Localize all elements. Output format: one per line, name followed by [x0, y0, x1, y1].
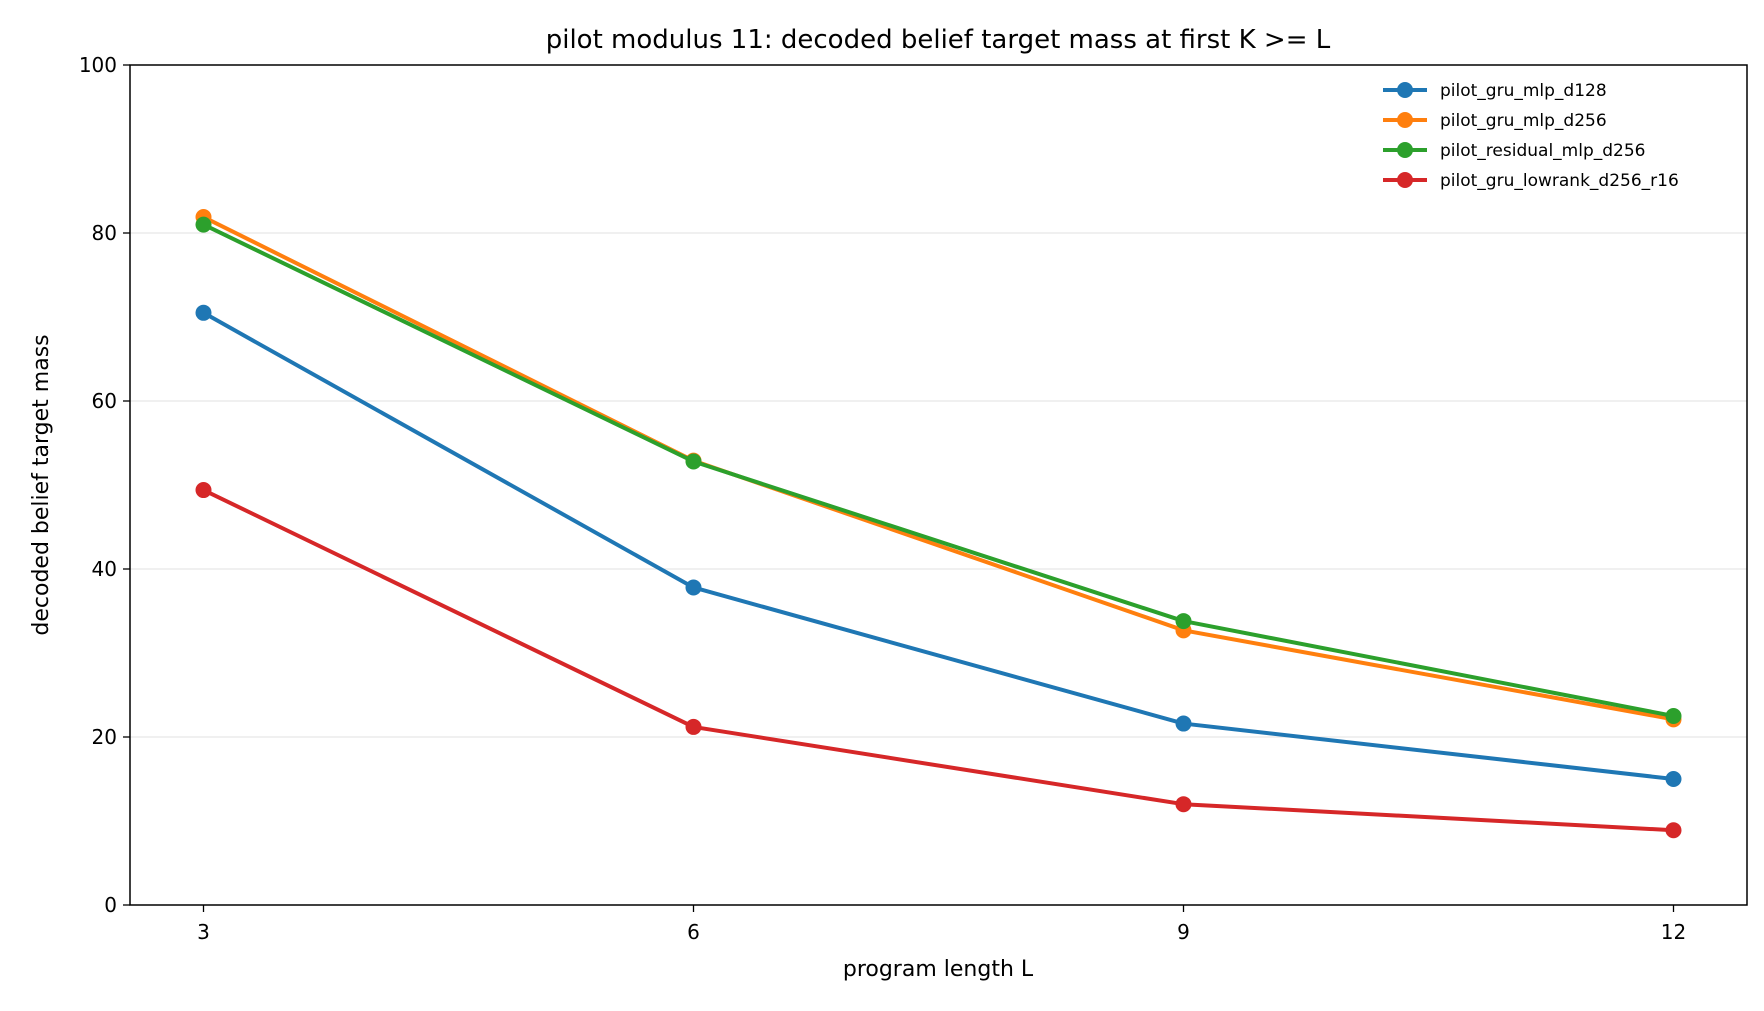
- series-line: [201, 215, 1676, 722]
- data-point: [1665, 771, 1682, 787]
- legend-marker: [1397, 112, 1413, 128]
- legend-entry: pilot_gru_mlp_d128: [1383, 81, 1607, 101]
- data-point: [1175, 715, 1192, 732]
- legend-marker: [1397, 82, 1413, 98]
- x-axis-label: program length L: [843, 957, 1034, 982]
- legend-marker: [1397, 172, 1413, 188]
- y-tick-label: 20: [92, 725, 117, 749]
- x-tick-label: 12: [1661, 920, 1686, 944]
- y-tick-label: 80: [92, 221, 117, 245]
- data-point: [685, 579, 702, 596]
- y-tick-label: 60: [92, 389, 117, 413]
- data-point: [195, 482, 212, 499]
- x-tick-label: 3: [197, 920, 210, 944]
- y-tick-label: 0: [104, 893, 117, 917]
- series-pilot_gru_mlp_d128: [195, 304, 1682, 787]
- x-tick-label: 6: [687, 920, 700, 944]
- data-point: [1175, 613, 1192, 630]
- legend-marker: [1397, 142, 1413, 158]
- series-pilot_gru_lowrank_d256_r16: [195, 482, 1682, 839]
- data-point: [1665, 708, 1682, 724]
- y-tick-label: 40: [92, 557, 117, 581]
- data-point: [195, 216, 212, 233]
- series-pilot_gru_mlp_d256: [195, 209, 1682, 728]
- data-point: [1175, 796, 1192, 813]
- data-point: [195, 304, 212, 321]
- legend-label: pilot_gru_lowrank_d256_r16: [1440, 171, 1679, 191]
- legend: pilot_gru_mlp_d128 pilot_gru_mlp_d256pilo…: [1383, 81, 1679, 191]
- series-line: [201, 310, 1676, 781]
- axes: 0 20 40 60 80 100 3 6 9 12: [79, 53, 1686, 944]
- legend-entry: pilot_gru_mlp_d256: [1383, 111, 1607, 131]
- data-point: [685, 453, 702, 470]
- y-axis-label: decoded belief target mass: [29, 334, 54, 635]
- series-line: [201, 488, 1676, 833]
- x-tick-label: 9: [1177, 920, 1190, 944]
- y-tick-label: 100: [79, 53, 117, 77]
- legend-label: pilot_residual_mlp_d256: [1440, 141, 1645, 161]
- legend-entry: pilot_gru_lowrank_d256_r16: [1383, 171, 1679, 191]
- grid-lines: [130, 232, 1747, 738]
- legend-label: pilot_gru_mlp_d256: [1440, 111, 1607, 131]
- data-point: [685, 718, 702, 735]
- series-lines: [195, 209, 1682, 839]
- data-point: [1665, 822, 1682, 839]
- series-line: [201, 222, 1676, 718]
- chart-title: pilot modulus 11: decoded belief target …: [546, 25, 1331, 55]
- legend-label: pilot_gru_mlp_d128: [1440, 81, 1607, 101]
- plot-area-frame: [129, 64, 1748, 906]
- legend-entry: pilot_residual_mlp_d256: [1383, 141, 1645, 161]
- series-pilot_residual_mlp_d256: [195, 216, 1682, 724]
